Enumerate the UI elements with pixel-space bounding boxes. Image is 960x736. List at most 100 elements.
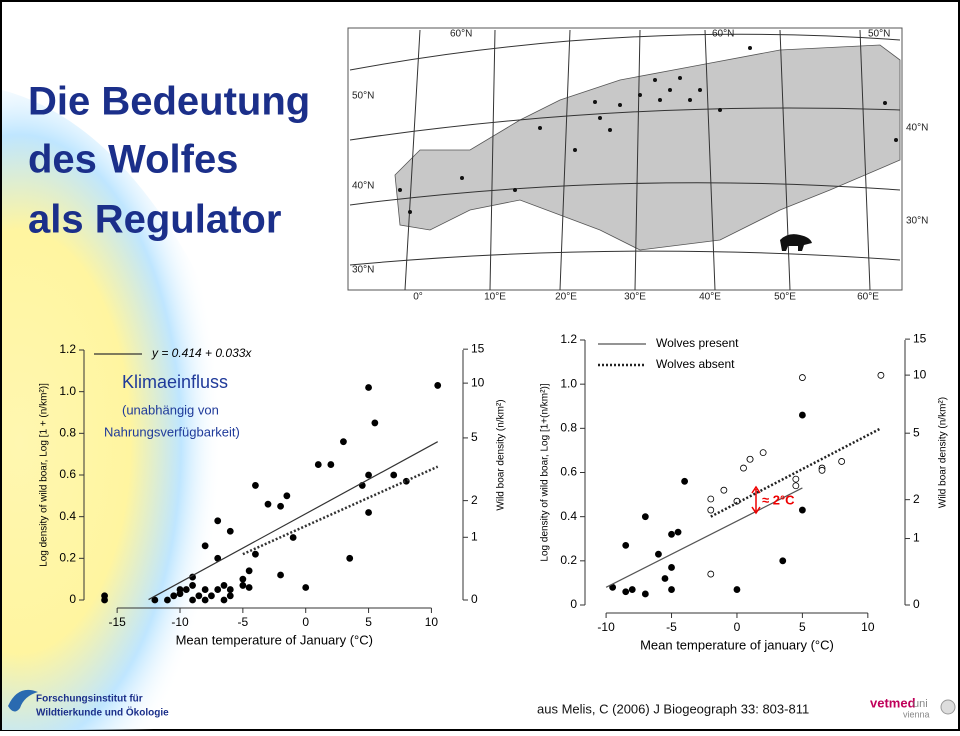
data-point — [252, 550, 259, 558]
data-point — [707, 495, 715, 503]
x-tick-label: 5 — [365, 615, 372, 629]
map: 60°N 60°N 50°N 50°N 40°N 30°N 40°N 30°N … — [347, 27, 928, 303]
y2-tick-label: 1 — [471, 529, 478, 543]
background-blob — [2, 90, 340, 730]
y2-axis-label: Wild boar density (n/km²) — [938, 397, 949, 508]
data-point — [245, 584, 253, 591]
y2-tick-label: 2 — [471, 493, 478, 507]
data-point — [264, 500, 272, 508]
x-tick-label: 0 — [302, 615, 309, 629]
data-point — [365, 471, 372, 479]
data-point — [759, 449, 767, 457]
data-point — [740, 464, 747, 472]
map-label: 50°N — [868, 29, 890, 40]
data-point — [220, 596, 228, 604]
y-tick-label: 1.0 — [560, 376, 577, 390]
y2-tick-label: 1 — [913, 531, 920, 545]
y-axis-label: Log density of wild boar, Log [1+(n/km²)… — [540, 383, 551, 561]
data-point — [220, 582, 228, 589]
map-label: 0° — [413, 292, 423, 303]
map-label: 10°E — [484, 292, 506, 303]
data-point — [838, 458, 846, 465]
map-label: 20°E — [555, 292, 577, 303]
trend-line — [148, 441, 439, 601]
y-tick-label: 1.2 — [560, 332, 577, 346]
y-axis-label: Log density of wild boar, Log [1 + (n/km… — [39, 383, 50, 567]
institute: Wildtierkunde und Ökologie — [36, 706, 169, 719]
data-point — [340, 438, 347, 446]
data-point — [289, 534, 297, 541]
data-point — [189, 596, 196, 604]
data-point — [283, 492, 291, 500]
y-tick-label: 0 — [570, 597, 577, 611]
data-point — [733, 586, 741, 593]
y2-tick-label: 15 — [913, 331, 927, 345]
data-point — [628, 586, 636, 593]
data-point — [201, 586, 209, 593]
data-point — [622, 588, 630, 596]
y2-tick-label: 10 — [471, 375, 485, 389]
y-tick-label: 0.2 — [59, 551, 76, 565]
data-point — [365, 384, 372, 391]
y2-tick-label: 0 — [913, 597, 920, 611]
data-point — [434, 382, 442, 389]
legend-label: Wolves absent — [656, 357, 735, 371]
logo-seal — [940, 699, 956, 715]
y2-tick-label: 5 — [913, 425, 920, 439]
map-label: 60°N — [712, 29, 734, 40]
map-label: 40°E — [699, 292, 721, 303]
data-point — [176, 586, 184, 593]
map-label: 50°N — [352, 91, 374, 102]
y-tick-label: 1.2 — [59, 342, 76, 356]
annotation: ≈ 2°C — [762, 492, 795, 507]
map-label: 40°N — [906, 123, 928, 134]
data-point — [214, 586, 222, 593]
data-point — [674, 528, 682, 536]
x-tick-label: 5 — [799, 620, 806, 634]
x-axis-label: Mean temperature of January (°C) — [176, 632, 373, 647]
data-point — [302, 584, 310, 591]
y2-tick-label: 2 — [913, 492, 920, 506]
x-axis-label: Mean temperature of january (°C) — [640, 637, 834, 652]
data-point — [277, 571, 284, 579]
data-point — [668, 530, 675, 538]
data-point — [101, 596, 108, 604]
data-point — [201, 596, 209, 604]
charts: 00.20.40.60.81.01.2-15 -10 -5 0 5 1001251015M… — [39, 331, 949, 652]
y-tick-label: 0.8 — [560, 421, 577, 435]
map-label: 60°E — [857, 292, 879, 303]
data-point — [877, 371, 885, 379]
data-point — [371, 419, 379, 427]
x-tick-label: -10 — [171, 615, 189, 629]
logo-text: vienna — [903, 709, 930, 719]
data-point — [239, 582, 247, 589]
title-line: des Wolfes — [28, 138, 238, 182]
data-point — [252, 482, 259, 489]
y-tick-label: 0.2 — [560, 553, 577, 567]
title-line: als Regulator — [28, 198, 281, 242]
legend-label: Wolves present — [656, 336, 739, 350]
map-label: 60°N — [450, 29, 472, 40]
data-point — [798, 411, 806, 419]
y2-tick-label: 5 — [471, 430, 478, 444]
data-point — [746, 455, 754, 463]
boar-icon — [780, 234, 812, 251]
map-dots — [398, 46, 898, 214]
data-point — [668, 586, 675, 593]
data-point — [226, 592, 234, 600]
data-point — [170, 592, 178, 600]
data-point — [720, 486, 728, 494]
map-label: 50°E — [774, 292, 796, 303]
y-tick-label: 0.4 — [59, 509, 76, 523]
data-point — [201, 542, 209, 550]
data-point — [226, 527, 234, 535]
trend-line — [605, 487, 803, 588]
citation: aus Melis, C (2006) J Biogeograph 33: 80… — [537, 701, 809, 716]
data-point — [195, 592, 203, 600]
graticule — [349, 33, 901, 266]
data-point — [182, 586, 190, 593]
y-tick-label: 0.6 — [59, 467, 76, 481]
arrow — [751, 485, 761, 515]
